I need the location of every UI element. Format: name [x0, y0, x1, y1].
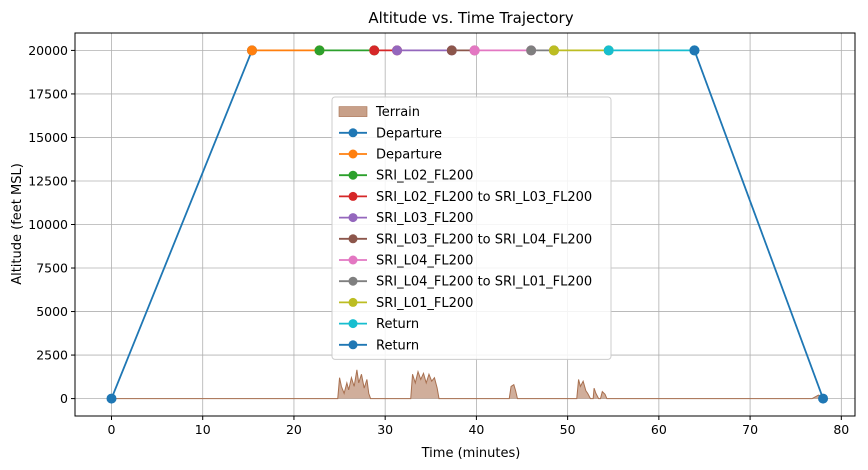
legend-label: SRI_L02_FL200 to SRI_L03_FL200 — [376, 190, 592, 205]
chart-title: Altitude vs. Time Trajectory — [368, 9, 573, 27]
y-tick-label: 15000 — [28, 130, 68, 145]
legend-box — [331, 96, 612, 360]
legend-label: SRI_L02_FL200 — [376, 169, 473, 184]
y-tick-label: 10000 — [28, 217, 68, 232]
legend-label: SRI_L04_FL200 — [376, 254, 473, 269]
series-point — [689, 45, 700, 56]
series-point — [369, 45, 380, 56]
series-point — [603, 45, 614, 56]
x-tick-label: 80 — [833, 422, 849, 437]
legend-label: Departure — [376, 126, 442, 141]
legend-marker — [348, 340, 358, 350]
y-tick-label: 7500 — [36, 261, 68, 276]
x-tick-label: 60 — [651, 422, 667, 437]
y-tick-label: 20000 — [28, 43, 68, 58]
x-tick-label: 20 — [286, 422, 302, 437]
series-points-group — [106, 45, 829, 404]
legend-terrain-swatch — [338, 106, 368, 117]
legend-label: SRI_L01_FL200 — [376, 296, 473, 311]
legend-marker — [348, 276, 358, 286]
x-tick-label: 50 — [560, 422, 576, 437]
terrain-area-group — [111, 369, 824, 400]
legend-label: Return — [376, 317, 419, 332]
y-axis-ticks: 0 2500 5000 7500 10000 12500 15000 17500 20000 — [28, 43, 75, 406]
terrain-outline — [111, 369, 824, 400]
series-point — [526, 45, 537, 56]
x-tick-label: 70 — [742, 422, 758, 437]
legend-marker — [348, 170, 358, 180]
legend-marker — [348, 191, 358, 201]
terrain-area — [111, 369, 824, 399]
series-point — [548, 45, 559, 56]
legend: Terrain Departure Departure SRI_L02_FL200 SR… — [331, 96, 612, 360]
y-tick-label: 12500 — [28, 173, 68, 188]
series-point — [392, 45, 403, 56]
y-tick-label: 0 — [60, 391, 68, 406]
legend-marker — [348, 234, 358, 244]
legend-marker — [348, 297, 358, 307]
legend-marker — [348, 213, 358, 223]
legend-marker — [348, 149, 358, 159]
x-tick-label: 40 — [468, 422, 484, 437]
y-tick-label: 5000 — [36, 304, 68, 319]
x-axis-label: Time (minutes) — [421, 446, 521, 461]
series-line — [693, 50, 824, 399]
y-tick-label: 2500 — [36, 348, 68, 363]
y-axis-label: Altitude (feet MSL) — [10, 163, 25, 285]
series-point — [246, 45, 257, 56]
legend-marker — [348, 255, 358, 265]
legend-label: SRI_L03_FL200 to SRI_L04_FL200 — [376, 232, 592, 247]
legend-label: Departure — [376, 148, 442, 163]
series-point — [818, 393, 829, 404]
legend-marker — [348, 128, 358, 138]
x-tick-label: 10 — [195, 422, 211, 437]
x-tick-label: 30 — [377, 422, 393, 437]
series-point — [446, 45, 457, 56]
y-tick-label: 17500 — [28, 86, 68, 101]
x-tick-label: 0 — [108, 422, 116, 437]
legend-label: Return — [376, 338, 419, 353]
legend-label: SRI_L03_FL200 — [376, 211, 473, 226]
series-point — [469, 45, 480, 56]
legend-marker — [348, 319, 358, 329]
series-point — [106, 393, 117, 404]
series-point — [314, 45, 325, 56]
x-axis-ticks: 0 10 20 30 40 50 60 70 80 — [108, 416, 849, 437]
legend-label: SRI_L04_FL200 to SRI_L01_FL200 — [376, 275, 592, 290]
series-line — [110, 50, 253, 399]
legend-label: Terrain — [375, 105, 420, 120]
